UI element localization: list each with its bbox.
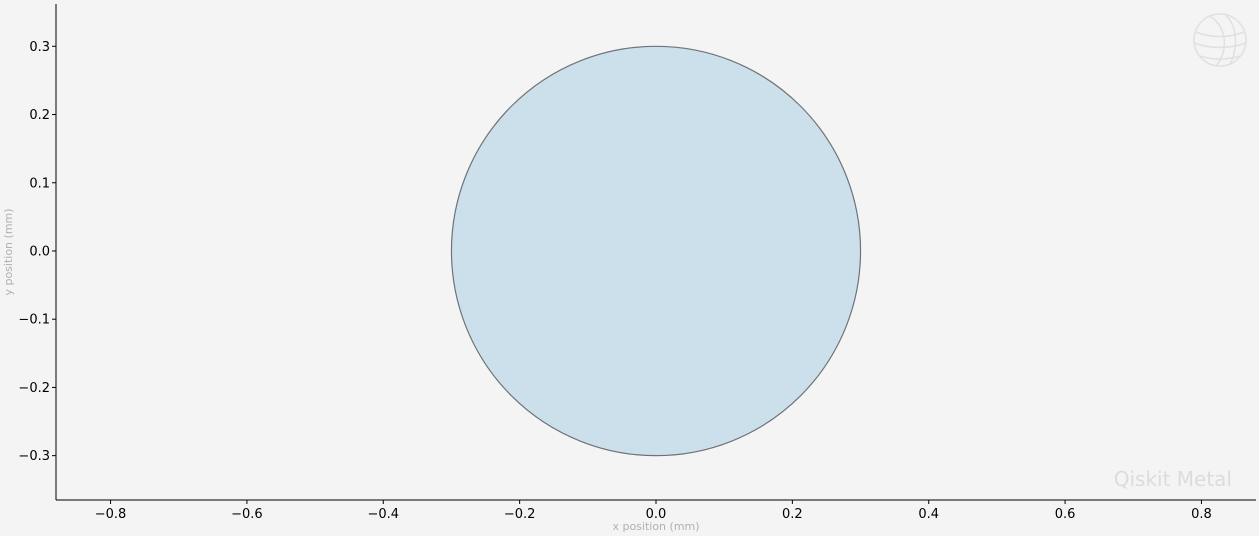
x-tick-label: −0.8 xyxy=(95,507,127,522)
x-tick-label: −0.2 xyxy=(504,507,536,522)
y-tick-label: 0.1 xyxy=(29,176,50,191)
y-ticks: 0.3 0.2 0.1 0.0 −0.1 −0.2 −0.3 xyxy=(18,40,56,464)
x-tick-label: 0.2 xyxy=(782,507,803,522)
x-axis-label: x position (mm) xyxy=(612,520,699,533)
circle-shape-0 xyxy=(450,45,862,457)
x-tick-label: 0.4 xyxy=(918,507,939,522)
shapes-layer xyxy=(450,45,862,457)
x-tick-label: −0.4 xyxy=(367,507,399,522)
y-tick-label: −0.3 xyxy=(18,449,50,464)
y-tick-label: 0.3 xyxy=(29,40,50,55)
x-tick-label: 0.0 xyxy=(646,507,667,522)
y-tick-label: 0.0 xyxy=(29,244,50,259)
qiskit-globe-icon xyxy=(1193,13,1247,67)
x-ticks: −0.8 −0.6 −0.4 −0.2 0.0 0.2 0.4 0.6 0.8 xyxy=(95,500,1212,522)
y-tick-label: −0.1 xyxy=(18,313,50,328)
y-tick-label: 0.2 xyxy=(29,108,50,123)
y-axis-label: y position (mm) xyxy=(2,208,15,295)
watermark: Qiskit Metal xyxy=(1114,467,1232,491)
y-tick-label: −0.2 xyxy=(18,381,50,396)
x-tick-label: 0.6 xyxy=(1055,507,1076,522)
x-tick-label: −0.6 xyxy=(231,507,263,522)
x-tick-label: 0.8 xyxy=(1191,507,1212,522)
